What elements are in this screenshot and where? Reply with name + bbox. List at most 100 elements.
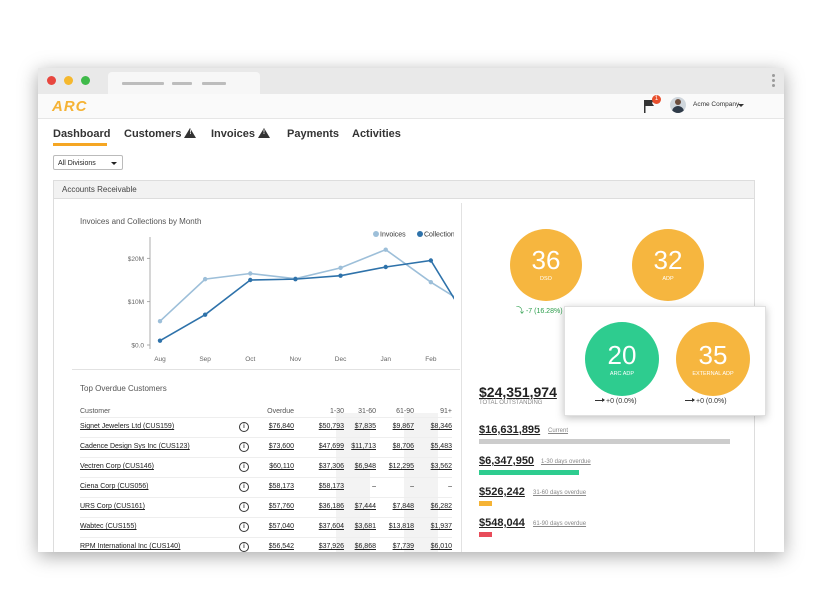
close-window-icon[interactable]: [47, 76, 56, 85]
tab-activities[interactable]: Activities: [352, 128, 401, 140]
amount-cell[interactable]: $60,110: [269, 463, 294, 470]
data-point-invoices[interactable]: [202, 276, 208, 282]
column-header[interactable]: Overdue: [267, 408, 294, 415]
customer-link[interactable]: Signet Jewelers Ltd (CUS159): [80, 423, 175, 430]
customer-link[interactable]: URS Corp (CUS161): [80, 503, 145, 510]
data-point-collections[interactable]: [383, 264, 388, 270]
amount-cell[interactable]: $8,706: [392, 443, 414, 450]
total-outstanding-amount[interactable]: $24,351,974: [479, 384, 557, 400]
amount-cell[interactable]: $6,868: [354, 543, 376, 550]
tab-dashboard[interactable]: Dashboard: [53, 128, 111, 140]
info-icon[interactable]: i: [239, 542, 249, 552]
tab-invoices[interactable]: Invoices!: [211, 128, 271, 140]
minimize-window-icon[interactable]: [64, 76, 73, 85]
table-row: Vectren Corp (CUS146) i $60,110 $37,306 $6,9…: [80, 457, 452, 478]
info-icon[interactable]: i: [239, 482, 249, 492]
amount-cell[interactable]: $7,835: [354, 423, 376, 430]
customer-link[interactable]: Ciena Corp (CUS056): [80, 483, 149, 490]
data-point-collections[interactable]: [428, 258, 434, 263]
over90-label[interactable]: 61-90 days overdue: [533, 521, 587, 527]
amount-cell[interactable]: $37,926: [318, 543, 344, 550]
info-icon[interactable]: i: [239, 502, 249, 512]
adp-metric[interactable]: 32 ADP: [632, 229, 704, 301]
customer-link[interactable]: Vectren Corp (CUS146): [80, 463, 154, 470]
over90-amount[interactable]: $548,044: [479, 517, 525, 529]
info-icon[interactable]: i: [239, 422, 249, 432]
external-adp-metric[interactable]: 35 EXTERNAL ADP: [676, 322, 750, 396]
column-header[interactable]: 31-60: [358, 408, 376, 415]
dso-metric[interactable]: 36 DSO: [510, 229, 582, 301]
amount-cell[interactable]: $9,867: [392, 423, 414, 430]
data-point-invoices[interactable]: [383, 247, 388, 252]
customer-link[interactable]: Wabtec (CUS155): [80, 523, 137, 530]
data-point-collections[interactable]: [157, 338, 163, 343]
amount-cell[interactable]: $76,840: [268, 423, 294, 430]
column-header[interactable]: 1-30: [329, 408, 344, 415]
amount-cell[interactable]: $8,346: [430, 423, 452, 430]
amount-cell[interactable]: $58,173: [318, 483, 344, 490]
maximize-window-icon[interactable]: [81, 76, 90, 85]
amount-cell[interactable]: $73,600: [268, 443, 294, 450]
company-selector[interactable]: Acme Company: [693, 101, 740, 108]
amount-cell[interactable]: $5,483: [430, 443, 452, 450]
x-tick-label: Sep: [199, 356, 211, 363]
customer-link[interactable]: Cadence Design Sys Inc (CUS123): [80, 443, 190, 450]
tab-customers[interactable]: Customers!: [124, 128, 197, 140]
legend-label[interactable]: Invoices: [380, 232, 406, 239]
over60-bar: [479, 501, 492, 506]
data-point-invoices[interactable]: [157, 318, 163, 324]
info-icon[interactable]: i: [239, 522, 249, 532]
browser-menu-icon[interactable]: [772, 74, 775, 89]
amount-cell[interactable]: $57,040: [268, 523, 294, 530]
chevron-down-icon[interactable]: [738, 104, 744, 107]
invoices-collections-chart: $0.0$10M$20MAugSepOctNovDecJanFebMarInvo…: [128, 231, 454, 363]
amount-cell[interactable]: $11,713: [351, 443, 376, 450]
info-icon[interactable]: i: [239, 462, 249, 472]
current-amount[interactable]: $16,631,895: [479, 424, 541, 436]
column-header[interactable]: Customer: [80, 408, 111, 415]
column-header[interactable]: 61-90: [396, 408, 414, 415]
over60-amount[interactable]: $526,242: [479, 486, 525, 498]
amount-cell[interactable]: $37,306: [318, 463, 344, 470]
arc-adp-metric[interactable]: 20 ARC ADP: [585, 322, 659, 396]
browser-tab[interactable]: [108, 72, 260, 94]
data-point-invoices[interactable]: [248, 271, 253, 276]
tab-payments[interactable]: Payments: [287, 128, 339, 140]
arc-logo[interactable]: ARC: [52, 98, 88, 115]
amount-cell[interactable]: $3,681: [354, 523, 376, 530]
data-point-invoices[interactable]: [338, 265, 343, 271]
amount-cell[interactable]: $7,444: [354, 503, 376, 510]
amount-cell[interactable]: $57,760: [268, 503, 294, 510]
amount-cell[interactable]: $6,282: [430, 503, 452, 510]
amount-cell[interactable]: $12,295: [388, 463, 414, 470]
amount-cell[interactable]: $6,010: [430, 543, 452, 550]
flag-icon[interactable]: [643, 99, 655, 113]
amount-cell[interactable]: $6,948: [354, 463, 376, 470]
customer-link[interactable]: RPM International Inc (CUS140): [80, 543, 181, 550]
amount-cell[interactable]: $3,562: [430, 463, 452, 470]
amount-cell[interactable]: $1,937: [430, 523, 452, 530]
data-point-collections[interactable]: [338, 273, 343, 278]
data-point-collections[interactable]: [293, 276, 298, 282]
amount-cell[interactable]: $7,739: [392, 543, 414, 550]
amount-cell[interactable]: $13,818: [388, 523, 414, 530]
column-header[interactable]: 91+: [440, 408, 452, 415]
amount-cell[interactable]: $37,604: [318, 523, 344, 530]
amount-cell[interactable]: $7,848: [392, 503, 414, 510]
amount-cell[interactable]: $56,542: [268, 543, 294, 550]
data-point-collections[interactable]: [202, 312, 208, 317]
legend-label[interactable]: Collections: [424, 232, 454, 239]
over30-label[interactable]: 1-30 days overdue: [541, 459, 591, 465]
over60-label[interactable]: 31-60 days overdue: [533, 490, 587, 496]
amount-cell[interactable]: $50,793: [318, 423, 344, 430]
data-point-collections[interactable]: [248, 277, 253, 283]
avatar[interactable]: [670, 97, 686, 113]
data-point-invoices[interactable]: [428, 279, 434, 285]
amount-cell[interactable]: $47,699: [318, 443, 344, 450]
amount-cell[interactable]: $58,173: [268, 483, 294, 490]
over30-amount[interactable]: $6,347,950: [479, 455, 535, 467]
current-label[interactable]: Current: [548, 428, 569, 434]
info-icon[interactable]: i: [239, 442, 249, 452]
amount-cell[interactable]: $36,186: [318, 503, 344, 510]
division-select[interactable]: All Divisions: [53, 155, 123, 170]
